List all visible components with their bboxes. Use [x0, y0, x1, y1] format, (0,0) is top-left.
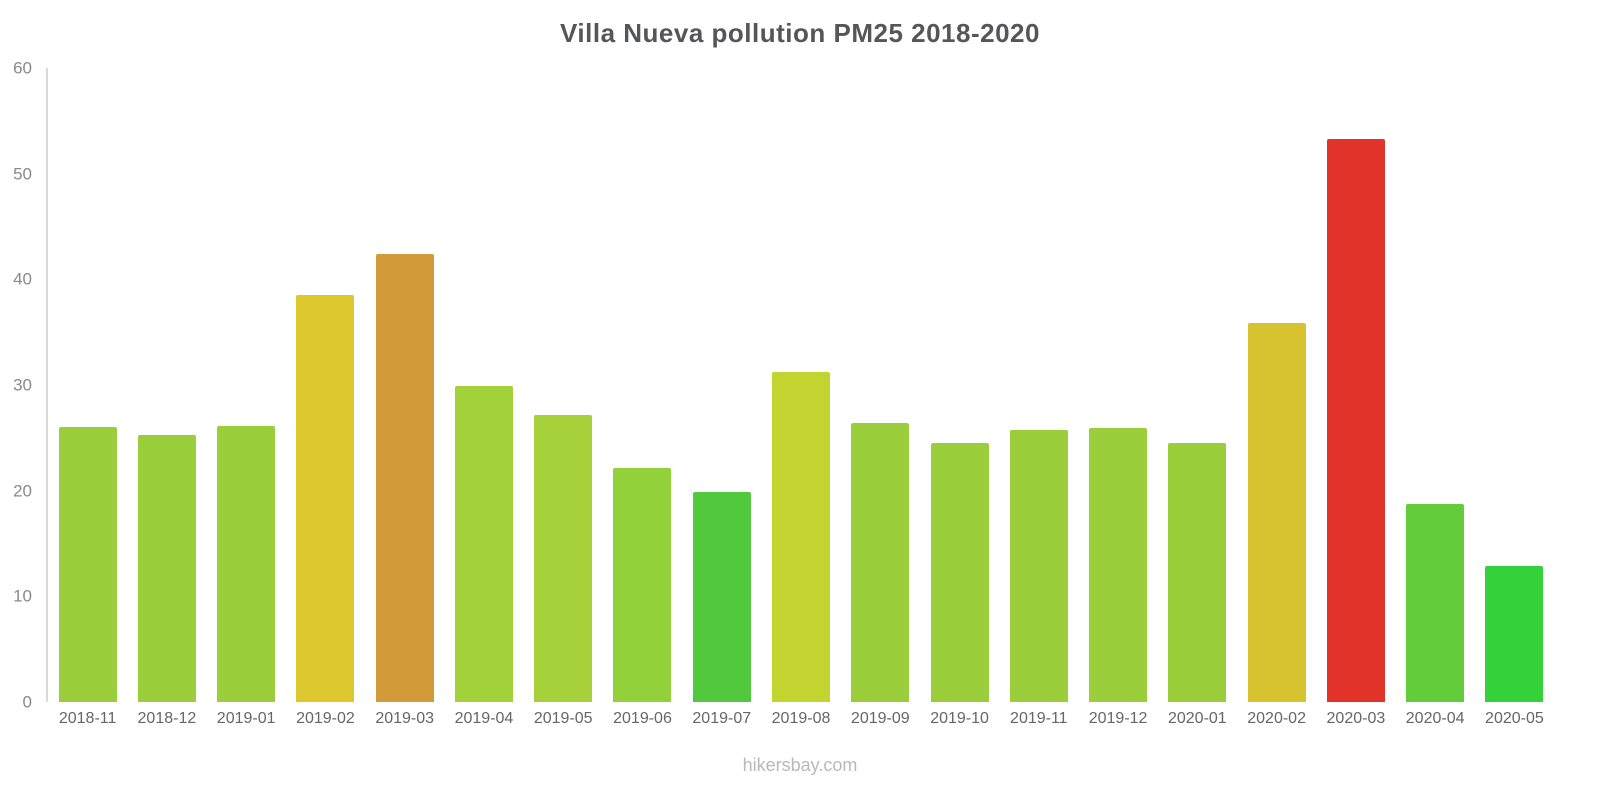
bar-slot	[1316, 68, 1395, 702]
x-tick-label: 2019-08	[771, 710, 831, 727]
x-tick-label: 2020-03	[1326, 710, 1386, 727]
x-tick-label: 2019-10	[930, 710, 989, 727]
bar-2019-10[interactable]	[930, 443, 989, 702]
x-tick-label: 2020-05	[1485, 710, 1544, 727]
bar-slot	[1475, 68, 1554, 702]
y-axis: 0 10 20 30 40 50 60	[2, 60, 40, 711]
bar-slot	[1078, 68, 1157, 702]
x-tick-label: 2019-02	[296, 710, 355, 727]
bar-2019-12[interactable]	[1089, 428, 1148, 702]
chart-title: Villa Nueva pollution PM25 2018-2020	[560, 18, 1040, 48]
y-tick-label: 30	[13, 375, 32, 395]
y-tick-label: 60	[13, 58, 32, 78]
bar-2020-01[interactable]	[1168, 443, 1227, 702]
y-tick-label: 10	[13, 586, 32, 606]
bar-2020-05[interactable]	[1485, 565, 1544, 702]
bar-2018-11[interactable]	[58, 427, 117, 702]
bar-2019-07[interactable]	[692, 491, 751, 702]
x-tick-label: 2018-11	[58, 710, 117, 727]
x-tick-label: 2020-01	[1167, 710, 1227, 727]
x-tick-label: 2020-02	[1247, 710, 1306, 727]
bar-slot	[444, 68, 523, 702]
x-tick-label: 2019-01	[216, 710, 276, 727]
x-tick-label: 2019-07	[692, 710, 752, 727]
x-axis: 2018-11 2018-12 2019-01 2019-02 2019-03 2019-…	[48, 710, 1554, 728]
x-tick-label: 2019-06	[613, 710, 672, 727]
bar-slot	[207, 68, 286, 702]
bar-2020-04[interactable]	[1406, 504, 1465, 702]
bar-slot	[603, 68, 682, 702]
bar-2019-03[interactable]	[375, 253, 434, 702]
bar-2018-12[interactable]	[137, 434, 196, 702]
bar-slot	[682, 68, 761, 702]
bar-2019-11[interactable]	[1009, 430, 1068, 702]
y-tick-label: 40	[13, 269, 32, 289]
bar-2019-08[interactable]	[772, 372, 831, 702]
bar-slot	[999, 68, 1078, 702]
bar-2019-06[interactable]	[613, 468, 672, 702]
bar-2020-03[interactable]	[1326, 138, 1385, 702]
bar-slot	[524, 68, 603, 702]
x-tick-label: 2019-03	[375, 710, 435, 727]
bar-2019-02[interactable]	[296, 295, 355, 702]
bar-slot	[286, 68, 365, 702]
watermark-text: hikersbay.com	[742, 755, 858, 775]
x-tick-label: 2019-12	[1088, 710, 1148, 727]
bars-container	[48, 68, 1554, 702]
bar-2020-02[interactable]	[1247, 322, 1306, 702]
bar-slot	[127, 68, 206, 702]
bar-slot	[761, 68, 840, 702]
bar-slot	[1396, 68, 1475, 702]
y-tick-label: 20	[13, 481, 32, 501]
x-tick-label: 2018-12	[137, 710, 197, 727]
x-tick-label: 2019-09	[850, 710, 910, 727]
bar-slot	[1158, 68, 1237, 702]
x-tick-label: 2019-05	[533, 710, 593, 727]
y-tick-label: 50	[13, 164, 32, 184]
bar-slot	[841, 68, 920, 702]
bar-slot	[48, 68, 127, 702]
bar-slot	[920, 68, 999, 702]
x-tick-label: 2019-04	[454, 710, 514, 727]
x-tick-label: 2019-11	[1010, 710, 1068, 727]
bar-2019-04[interactable]	[454, 386, 513, 702]
plot-area: 0 10 20 30 40 50 60	[13, 60, 1554, 711]
bar-2019-09[interactable]	[851, 423, 910, 702]
bar-slot	[1237, 68, 1316, 702]
x-tick-label: 2020-04	[1405, 710, 1465, 727]
bar-slot	[365, 68, 444, 702]
y-tick-label: 0	[22, 692, 32, 712]
bar-2019-05[interactable]	[534, 414, 593, 702]
bar-2019-01[interactable]	[217, 426, 276, 702]
